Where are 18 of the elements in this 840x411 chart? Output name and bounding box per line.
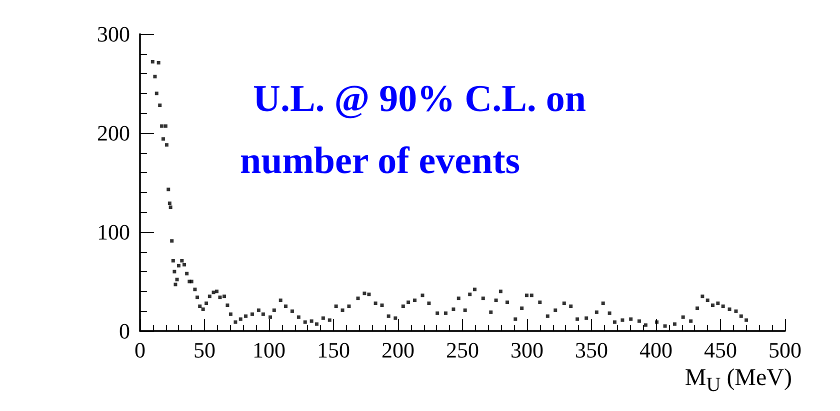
x-tick-label: 400: [640, 338, 672, 362]
y-tick-label: 0: [119, 318, 130, 344]
x-tick-label: 0: [134, 338, 146, 362]
annotation: U.L. @ 90% C.L. on: [253, 78, 586, 120]
y-tick-label: 200: [97, 120, 130, 146]
x-tick-label: 100: [252, 338, 286, 362]
x-axis-title: M$_{U}$ (MeV): [684, 365, 792, 396]
x-tick-label: 200: [382, 338, 414, 362]
x-tick-label: 450: [704, 338, 737, 362]
x-tick-label: 150: [317, 338, 350, 362]
x-tick-label: 250: [446, 338, 479, 362]
y-tick-label: 100: [97, 220, 130, 244]
annotation: number of events: [240, 140, 520, 182]
x-tick-label: 500: [768, 338, 802, 362]
x-tick-label: 350: [575, 338, 608, 362]
y-tick-label: 300: [97, 22, 130, 46]
x-tick-label: 50: [194, 338, 216, 362]
x-tick-label: 300: [510, 338, 544, 362]
